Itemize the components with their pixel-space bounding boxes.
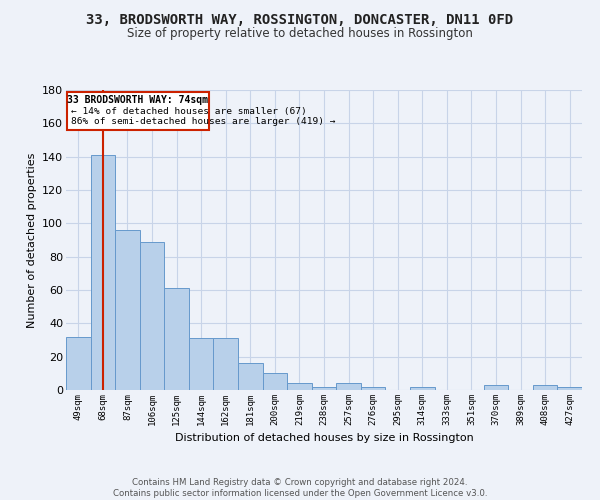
Bar — [287, 384, 312, 390]
Text: Size of property relative to detached houses in Rossington: Size of property relative to detached ho… — [127, 28, 473, 40]
Text: 86% of semi-detached houses are larger (419) →: 86% of semi-detached houses are larger (… — [71, 116, 335, 126]
Bar — [533, 385, 557, 390]
Bar — [164, 288, 189, 390]
Bar — [312, 386, 336, 390]
Text: Contains HM Land Registry data © Crown copyright and database right 2024.
Contai: Contains HM Land Registry data © Crown c… — [113, 478, 487, 498]
Text: 33 BRODSWORTH WAY: 74sqm: 33 BRODSWORTH WAY: 74sqm — [67, 95, 208, 105]
Bar — [336, 384, 361, 390]
Bar — [66, 336, 91, 390]
Bar — [214, 338, 238, 390]
FancyBboxPatch shape — [67, 92, 209, 130]
X-axis label: Distribution of detached houses by size in Rossington: Distribution of detached houses by size … — [175, 434, 473, 444]
Bar — [361, 386, 385, 390]
Bar — [189, 338, 214, 390]
Bar — [263, 374, 287, 390]
Bar — [557, 386, 582, 390]
Y-axis label: Number of detached properties: Number of detached properties — [26, 152, 37, 328]
Bar — [484, 385, 508, 390]
Bar — [91, 155, 115, 390]
Bar — [238, 364, 263, 390]
Text: ← 14% of detached houses are smaller (67): ← 14% of detached houses are smaller (67… — [71, 106, 307, 116]
Text: 33, BRODSWORTH WAY, ROSSINGTON, DONCASTER, DN11 0FD: 33, BRODSWORTH WAY, ROSSINGTON, DONCASTE… — [86, 12, 514, 26]
Bar — [410, 386, 434, 390]
Bar — [140, 242, 164, 390]
Bar — [115, 230, 140, 390]
